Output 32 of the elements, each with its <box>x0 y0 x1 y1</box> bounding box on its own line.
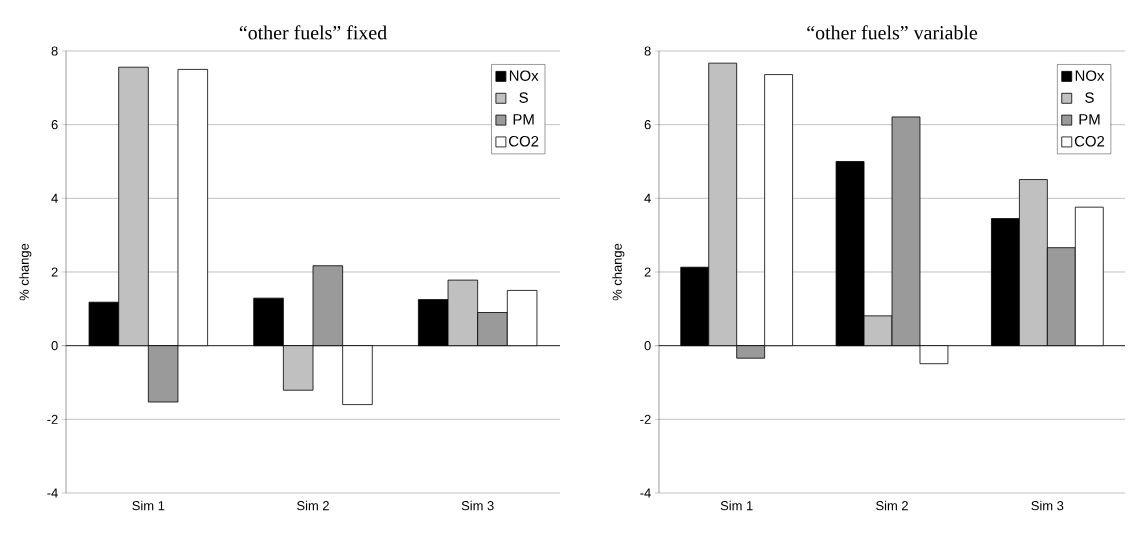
y-tick-label: 6 <box>51 120 58 130</box>
legend-label: S <box>519 92 528 103</box>
legend-label: PM <box>513 114 534 125</box>
y-tick-label: -4 <box>640 488 651 498</box>
legend-label: CO2 <box>1074 135 1105 147</box>
y-axis-title: % change <box>19 243 32 301</box>
y-tick-label: -2 <box>47 414 58 424</box>
legend-label: NOx <box>1075 70 1105 81</box>
chart-title: “other fuels” fixed <box>239 25 387 40</box>
x-tick-label: Sim 2 <box>876 500 908 511</box>
y-tick-label: 2 <box>51 267 58 277</box>
legend-label: NOx <box>509 70 539 81</box>
y-tick-label: 8 <box>51 46 58 56</box>
y-tick-label: 2 <box>644 267 651 277</box>
legend-label: PM <box>1079 114 1100 125</box>
y-tick-label: 8 <box>644 46 651 56</box>
legend-label: S <box>1085 92 1094 103</box>
legend-label: CO2 <box>509 135 539 147</box>
x-tick-label: Sim 2 <box>297 500 329 511</box>
y-axis-title: % change <box>612 243 625 301</box>
y-tick-label: -4 <box>47 488 58 498</box>
chart-title: “other fuels” variable <box>807 25 978 40</box>
x-tick-label: Sim 1 <box>720 500 753 511</box>
y-tick-label: 0 <box>51 341 58 351</box>
y-tick-label: -2 <box>640 414 651 424</box>
x-tick-label: Sim 3 <box>461 500 494 511</box>
x-tick-label: Sim 3 <box>1031 500 1064 511</box>
y-tick-label: 4 <box>51 193 58 203</box>
y-tick-label: 4 <box>644 193 651 203</box>
y-tick-label: 6 <box>644 120 651 130</box>
x-tick-label: Sim 1 <box>132 500 165 511</box>
y-tick-label: 0 <box>644 341 651 351</box>
